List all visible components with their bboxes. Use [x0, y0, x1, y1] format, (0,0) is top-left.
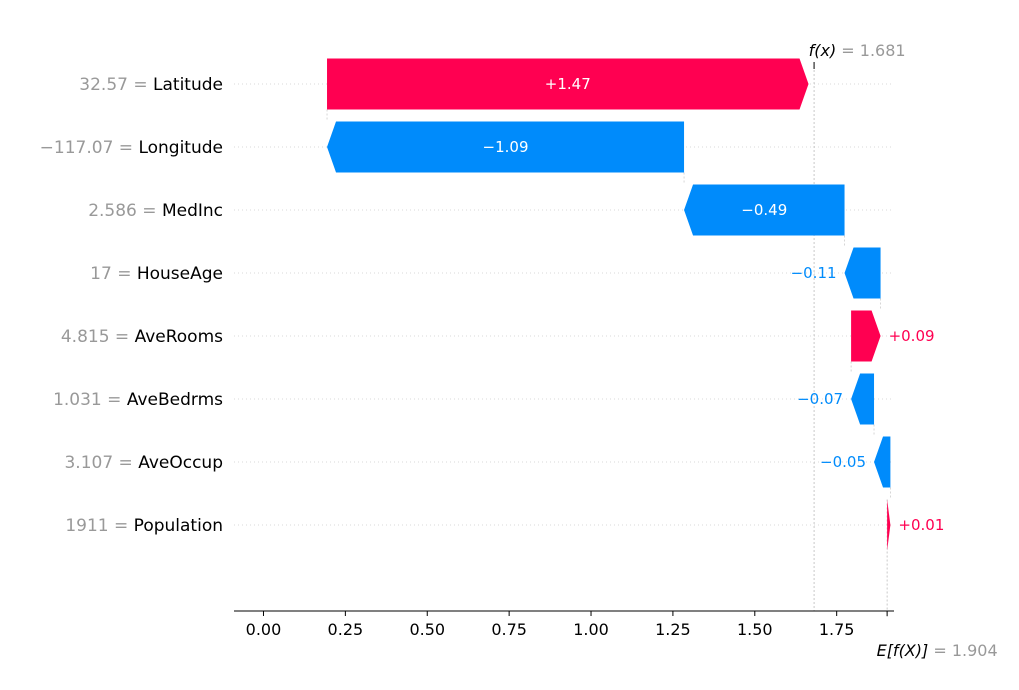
output-value-annotation: f(x) = 1.681: [809, 41, 906, 60]
feature-label-averooms: 4.815 = AveRooms: [61, 327, 223, 347]
feature-name: AveRooms: [135, 327, 224, 347]
bar-averooms: [851, 310, 881, 362]
feature-value: 1911 =: [65, 516, 133, 536]
feature-label-population: 1911 = Population: [65, 516, 223, 536]
bar-label-medinc: −0.49: [741, 201, 787, 219]
feature-label-latitude: 32.57 = Latitude: [79, 75, 223, 95]
bar-label-population: +0.01: [898, 516, 944, 534]
feature-label-houseage: 17 = HouseAge: [90, 264, 223, 284]
bar-medinc: [684, 184, 845, 236]
bar-label-houseage: −0.11: [791, 264, 837, 282]
feature-name: AveOccup: [138, 453, 223, 473]
feature-label-medinc: 2.586 = MedInc: [88, 201, 223, 221]
fx-value: = 1.681: [841, 41, 905, 60]
x-tick-label: 1.50: [737, 620, 773, 639]
feature-label-longitude: −117.07 = Longitude: [40, 138, 223, 158]
feature-value: 3.107 =: [64, 453, 138, 473]
fx-label: f(x): [809, 41, 842, 60]
feature-name: Population: [134, 516, 223, 536]
bar-label-longitude: −1.09: [483, 138, 529, 156]
feature-label-aveoccup: 3.107 = AveOccup: [64, 453, 223, 473]
feature-name: Longitude: [138, 138, 223, 158]
x-tick-label: 1.00: [573, 620, 609, 639]
bar-label-averooms: +0.09: [889, 327, 935, 345]
bar-aveoccup: [874, 436, 891, 488]
bar-houseage: [844, 247, 881, 299]
x-tick-label: 1.25: [655, 620, 691, 639]
bar-population: [887, 499, 891, 551]
feature-value: 1.031 =: [53, 390, 127, 410]
bar-avebedrms: [851, 373, 875, 425]
bar-label-latitude: +1.47: [545, 75, 591, 93]
feature-value: 4.815 =: [61, 327, 135, 347]
bar-label-aveoccup: −0.05: [820, 453, 866, 471]
ex-value: = 1.904: [933, 641, 997, 660]
feature-value: 2.586 =: [88, 201, 162, 221]
feature-name: AveBedrms: [127, 390, 223, 410]
bar-latitude: [327, 58, 809, 110]
bar-longitude: [327, 121, 685, 173]
base-value-annotation: E[f(X)] = 1.904: [877, 641, 998, 660]
x-tick-label: 0.25: [328, 620, 364, 639]
x-tick-label: 0.75: [491, 620, 527, 639]
feature-value: 17 =: [90, 264, 137, 284]
feature-value: −117.07 =: [40, 138, 139, 158]
ex-label: E[f(X)]: [877, 641, 934, 660]
x-tick-label: 1.75: [819, 620, 855, 639]
x-tick-label: 0.00: [246, 620, 282, 639]
bar-label-avebedrms: −0.07: [797, 390, 843, 408]
feature-name: MedInc: [162, 201, 223, 221]
feature-value: 32.57 =: [79, 75, 153, 95]
x-tick-label: 0.50: [409, 620, 445, 639]
feature-name: HouseAge: [137, 264, 223, 284]
feature-label-avebedrms: 1.031 = AveBedrms: [53, 390, 223, 410]
feature-name: Latitude: [153, 75, 223, 95]
